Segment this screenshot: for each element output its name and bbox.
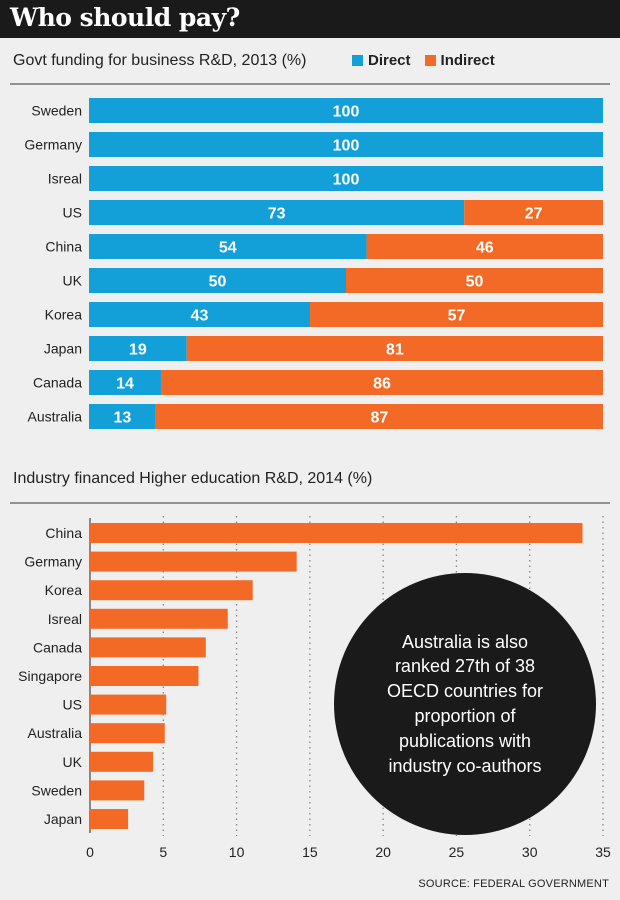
category-label: UK	[63, 273, 83, 289]
indirect-bar	[155, 404, 603, 429]
data-label: 87	[371, 410, 389, 427]
x-tick-label: 5	[159, 844, 167, 860]
data-label: 19	[129, 342, 147, 359]
direct-bar	[89, 98, 603, 123]
direct-bar	[89, 370, 161, 395]
chart1-title: Govt funding for business R&D, 2013 (%)	[13, 52, 307, 69]
data-label: 81	[386, 342, 404, 359]
data-label: 50	[209, 274, 227, 291]
bar	[90, 580, 253, 601]
x-tick-label: 20	[375, 844, 391, 860]
data-label: 43	[191, 308, 209, 325]
data-label: 14	[116, 376, 134, 393]
category-label: China	[45, 239, 82, 255]
callout-text: Australia is also ranked 27th of 38 OECD…	[386, 631, 544, 776]
direct-bar	[89, 234, 367, 259]
category-label: Canada	[33, 639, 82, 655]
legend-direct-label: Direct	[368, 52, 411, 69]
bar	[90, 551, 297, 572]
page-title: Who should pay?	[10, 3, 240, 32]
data-label: 86	[373, 376, 391, 393]
x-tick-label: 25	[449, 844, 465, 860]
bar	[90, 666, 199, 686]
direct-bar	[89, 302, 311, 327]
category-label: US	[63, 697, 82, 713]
x-tick-label: 15	[302, 844, 318, 860]
direct-bar	[89, 132, 603, 157]
bar	[90, 751, 154, 772]
callout-circle: Australia is also ranked 27th of 38 OECD…	[334, 573, 596, 835]
category-label: Canada	[33, 375, 82, 391]
data-label: 100	[333, 172, 360, 189]
indirect-bar	[346, 268, 603, 293]
data-label: 100	[333, 104, 360, 121]
indirect-bar	[366, 234, 603, 259]
indirect-bar	[310, 302, 603, 327]
category-label: Australia	[28, 409, 83, 425]
bar	[90, 809, 129, 829]
data-label: 54	[219, 240, 237, 257]
category-label: Sweden	[31, 103, 82, 119]
x-tick-label: 10	[229, 844, 245, 860]
category-label: Germany	[24, 137, 82, 153]
source-note: SOURCE: FEDERAL GOVERNMENT	[418, 878, 609, 890]
data-label: 100	[333, 138, 360, 155]
bar	[90, 723, 165, 744]
direct-bar	[89, 268, 346, 293]
category-label: Sweden	[31, 782, 82, 798]
category-label: Australia	[28, 725, 83, 741]
legend-direct-swatch	[352, 55, 363, 66]
bar	[90, 694, 167, 715]
data-label: 50	[466, 274, 484, 291]
data-label: 27	[525, 206, 543, 223]
bar	[90, 608, 228, 629]
category-label: Isreal	[48, 171, 82, 187]
category-label: Korea	[45, 307, 83, 323]
category-label: Isreal	[48, 611, 82, 627]
bar	[90, 523, 583, 543]
direct-bar	[89, 200, 465, 225]
x-tick-label: 0	[86, 844, 94, 860]
x-tick-label: 35	[595, 844, 611, 860]
bar	[90, 780, 145, 801]
data-label: 57	[448, 308, 466, 325]
data-label: 73	[268, 206, 286, 223]
legend-indirect-swatch	[424, 55, 436, 66]
direct-bar	[89, 404, 156, 429]
category-label: UK	[63, 754, 83, 770]
category-label: Germany	[24, 554, 82, 570]
category-label: Japan	[44, 811, 82, 827]
category-label: China	[45, 525, 82, 541]
category-label: Singapore	[18, 668, 82, 684]
indirect-bar	[160, 370, 603, 395]
legend-indirect-label: Indirect	[440, 52, 495, 69]
category-label: Korea	[45, 582, 83, 598]
chart1-legend: Direct Indirect	[352, 52, 495, 69]
direct-bar	[89, 166, 603, 191]
direct-bar	[89, 336, 187, 361]
data-label: 46	[476, 240, 494, 257]
category-label: Japan	[44, 341, 82, 357]
chart2-title: Industry financed Higher education R&D, …	[13, 470, 373, 487]
indirect-bar	[464, 200, 603, 225]
bar	[90, 637, 206, 658]
header-banner: Who should pay?	[0, 0, 620, 38]
data-label: 13	[114, 410, 132, 427]
x-tick-label: 30	[522, 844, 538, 860]
indirect-bar	[186, 336, 603, 361]
category-label: US	[63, 205, 82, 221]
